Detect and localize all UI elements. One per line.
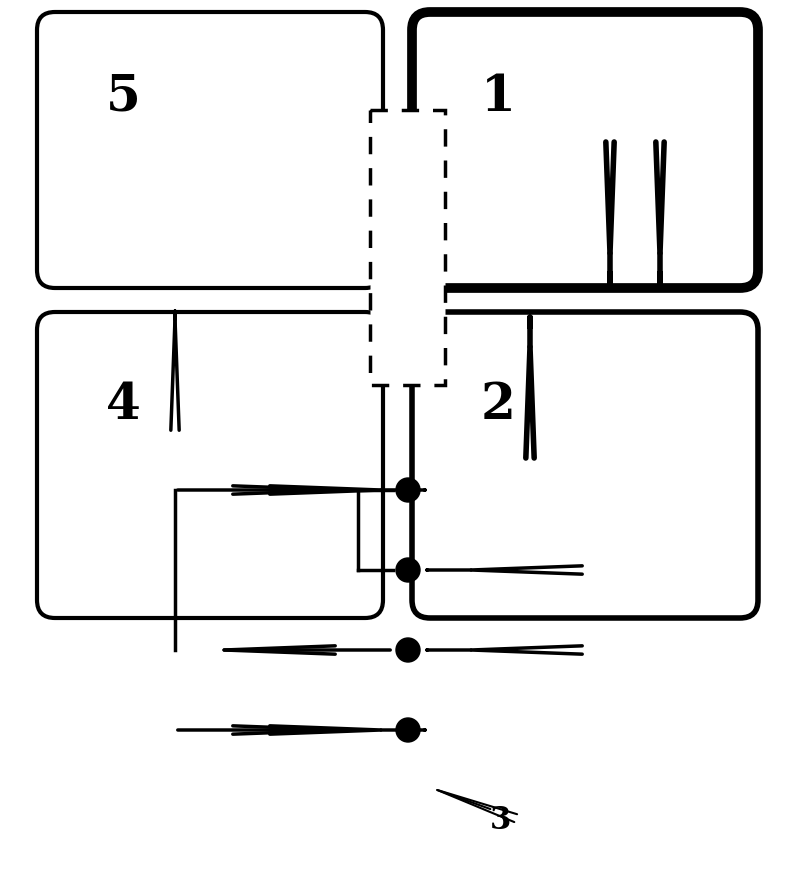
FancyBboxPatch shape — [37, 312, 383, 618]
Circle shape — [396, 558, 420, 582]
Circle shape — [396, 478, 420, 502]
Bar — [370, 110, 445, 385]
FancyBboxPatch shape — [37, 12, 383, 288]
FancyBboxPatch shape — [412, 12, 758, 288]
Circle shape — [396, 718, 420, 742]
FancyBboxPatch shape — [412, 312, 758, 618]
Text: 3: 3 — [489, 804, 510, 836]
Text: 2: 2 — [481, 382, 516, 430]
Circle shape — [396, 638, 420, 662]
Text: 5: 5 — [105, 73, 141, 122]
Text: 1: 1 — [481, 73, 516, 122]
Text: 4: 4 — [105, 382, 141, 430]
